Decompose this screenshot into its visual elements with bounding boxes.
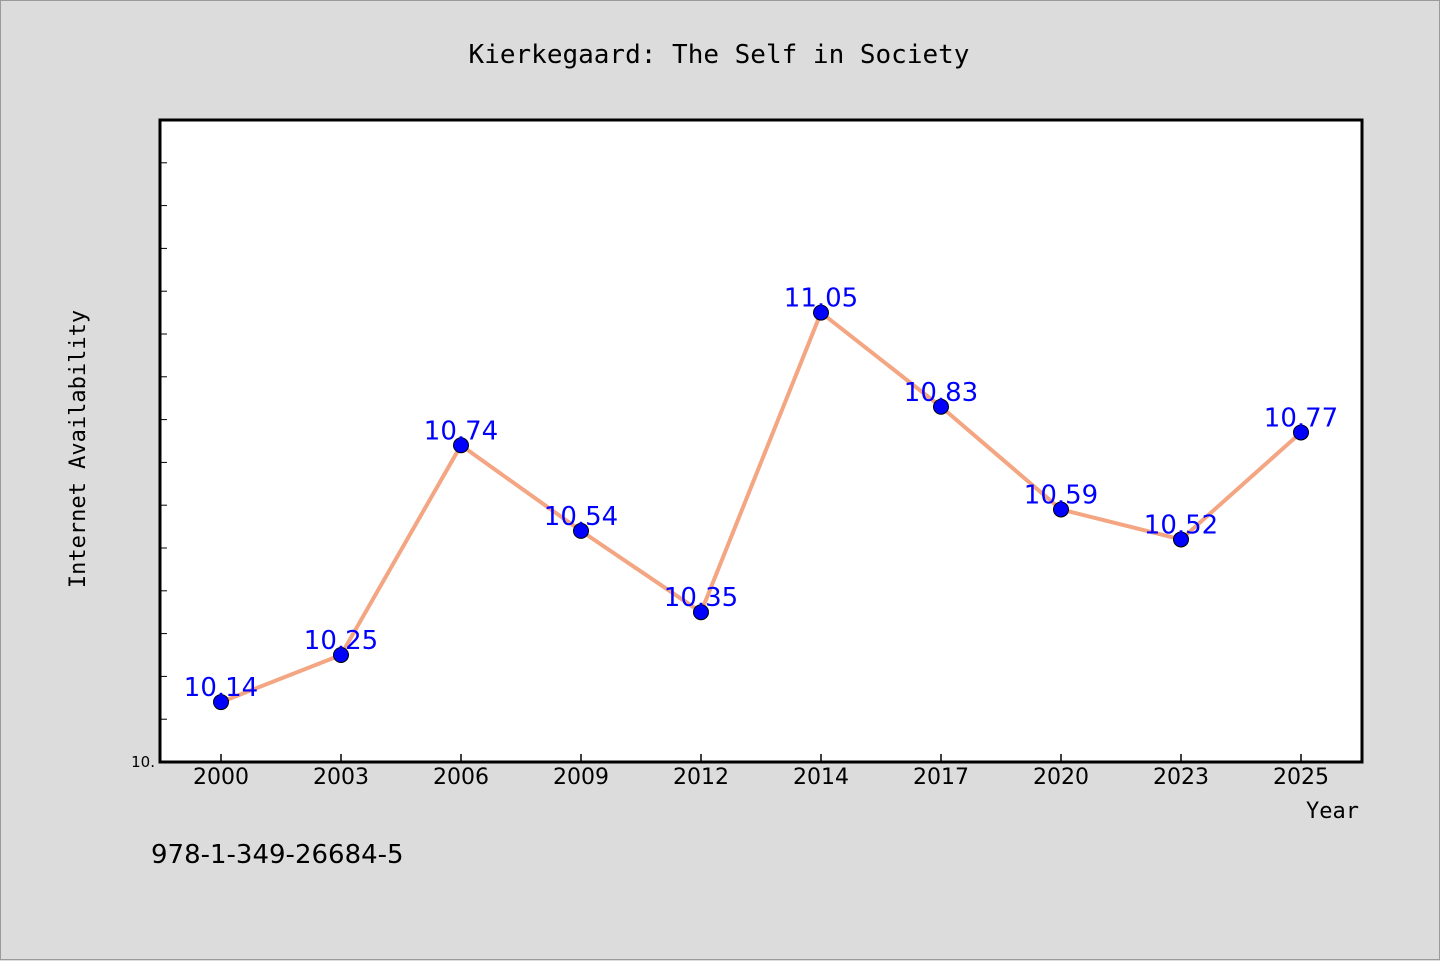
data-point <box>333 647 349 663</box>
x-tick-label: 2012 <box>673 765 729 790</box>
x-tick-label: 2009 <box>553 765 609 790</box>
x-tick-label: 2020 <box>1033 765 1089 790</box>
data-point <box>813 304 829 321</box>
data-label: 10.35 <box>664 583 738 613</box>
data-label: 10.14 <box>184 673 258 703</box>
isbn-text: 978-1-349-26684-5 <box>151 840 404 870</box>
data-point <box>453 437 469 454</box>
x-axis-label: Year <box>1306 799 1359 824</box>
y-tick-label: 10. <box>131 753 155 771</box>
y-axis-ticks <box>160 162 167 720</box>
data-labels: 10.14 10.25 10.74 10.54 10.35 11.05 10.83 10.59… <box>184 284 1338 703</box>
x-tick-label: 2023 <box>1153 765 1209 790</box>
x-axis-ticks <box>220 754 1302 762</box>
x-tick-label: 2017 <box>913 765 969 790</box>
x-tick-label: 2000 <box>193 765 249 790</box>
x-axis-tick-labels: 2000 2003 2006 2009 2012 2014 2017 2020 2023 2025 <box>193 765 1329 790</box>
data-point <box>933 398 949 415</box>
data-label: 10.74 <box>424 416 498 446</box>
data-label: 10.25 <box>304 626 378 656</box>
plot-area <box>158 118 1364 764</box>
data-point <box>213 694 229 711</box>
data-label: 10.83 <box>904 378 978 408</box>
x-tick-label: 2003 <box>313 765 369 790</box>
data-point <box>693 604 709 621</box>
data-point <box>1293 424 1309 441</box>
x-tick-label: 2014 <box>793 765 849 790</box>
data-label: 10.54 <box>544 502 618 532</box>
data-point <box>1173 531 1189 548</box>
x-tick-label: 2006 <box>433 765 489 790</box>
chart-title: Kierkegaard: The Self in Society <box>469 40 970 70</box>
data-label: 10.77 <box>1264 403 1338 433</box>
y-axis-label: Internet Availability <box>66 310 91 588</box>
data-point <box>573 522 589 539</box>
data-point <box>1053 501 1069 518</box>
data-label: 10.59 <box>1024 480 1098 510</box>
x-tick-label: 2025 <box>1273 765 1329 790</box>
series-line <box>220 310 1303 704</box>
data-label: 11.05 <box>784 284 858 314</box>
data-markers <box>213 304 1309 711</box>
data-label: 10.52 <box>1144 510 1218 540</box>
